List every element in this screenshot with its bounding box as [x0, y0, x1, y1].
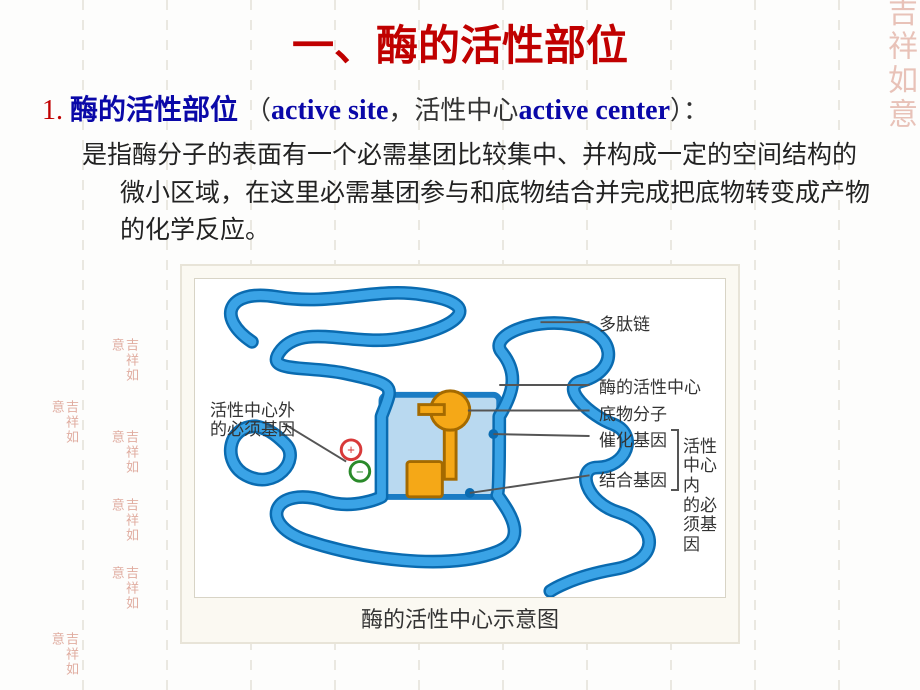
- paren-mid: ，活性中心: [388, 96, 518, 125]
- paren-open: （: [245, 96, 271, 125]
- svg-text:−: −: [356, 464, 364, 479]
- diagram-caption: 酶的活性中心示意图: [182, 602, 738, 634]
- lead-catalytic: [493, 434, 589, 436]
- main-title: 一、酶的活性部位: [0, 12, 920, 73]
- sub-number: 1.: [42, 95, 63, 126]
- label-inner-required: 活性中心内 的必须基因: [683, 437, 725, 554]
- diagram-frame: + − 多肽链 酶的活性中心 底物分子 催化基因 结合基因 活性中心外 的必须基: [180, 264, 740, 644]
- term-active-site: active site: [271, 95, 388, 126]
- paren-close: ）：: [670, 96, 709, 125]
- diagram-canvas: + − 多肽链 酶的活性中心 底物分子 催化基因 结合基因 活性中心外 的必须基: [194, 278, 726, 598]
- sub-title: 酶的活性部位: [70, 95, 238, 126]
- svg-text:+: +: [347, 443, 355, 458]
- subtitle-row: 1. 酶的活性部位 （active site，活性中心active center…: [0, 93, 920, 137]
- label-polypeptide: 多肽链: [599, 315, 650, 335]
- label-outer-required: 活性中心外 的必须基因: [191, 401, 295, 440]
- label-substrate: 底物分子: [599, 405, 667, 425]
- label-active-center: 酶的活性中心: [599, 378, 701, 398]
- label-catalytic: 催化基因: [599, 431, 667, 451]
- label-binding: 结合基因: [599, 471, 667, 491]
- term-active-center: active center: [518, 95, 670, 126]
- slide-content: 一、酶的活性部位 1. 酶的活性部位 （active site，活性中心acti…: [0, 0, 920, 644]
- definition-text: 是指酶分子的表面有一个必需基团比较集中、并构成一定的空间结构的微小区域，在这里必…: [78, 137, 920, 250]
- bracket-inner: [671, 429, 679, 491]
